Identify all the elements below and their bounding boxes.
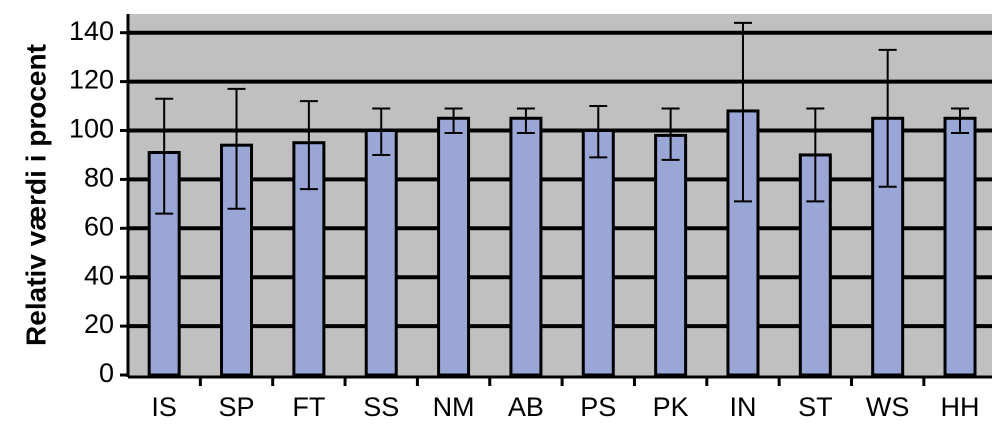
y-tick-label: 80 xyxy=(84,163,114,193)
x-tick-label: SS xyxy=(363,392,399,422)
x-tick-label: SP xyxy=(219,392,255,422)
bar xyxy=(437,116,471,377)
x-tick-label: PS xyxy=(580,392,616,422)
bar xyxy=(509,116,543,377)
y-tick-label: 60 xyxy=(84,211,114,241)
x-tick-label: PK xyxy=(653,392,689,422)
y-tick-label: 0 xyxy=(99,358,114,388)
bar xyxy=(364,129,398,377)
gridlines xyxy=(128,30,992,329)
y-tick-label: 100 xyxy=(69,114,114,144)
y-tick-label: 140 xyxy=(69,16,114,46)
x-tick-label: AB xyxy=(508,392,544,422)
x-tick-label: WS xyxy=(866,392,910,422)
x-tick-label: HH xyxy=(941,392,980,422)
error-bars xyxy=(155,21,970,215)
y-tick-label: 120 xyxy=(69,65,114,95)
y-tick-label: 20 xyxy=(84,309,114,339)
x-tick-label: IS xyxy=(151,392,177,422)
bar xyxy=(581,129,615,377)
plot-background xyxy=(128,14,992,377)
x-tick-label: IN xyxy=(729,392,756,422)
x-tick-label: NM xyxy=(433,392,475,422)
y-tick-label: 40 xyxy=(84,260,114,290)
bar xyxy=(943,116,977,377)
y-axis-ticks: 0 20 40 60 80 100 120 140 xyxy=(69,16,128,388)
x-axis-ticks: IS SP FT SS NM AB PS PK IN ST WS HH xyxy=(151,377,980,422)
bar xyxy=(654,133,688,377)
y-axis-title: Relativ værdi i procent xyxy=(20,44,51,346)
x-tick-label: ST xyxy=(798,392,833,422)
x-tick-label: FT xyxy=(292,392,325,422)
